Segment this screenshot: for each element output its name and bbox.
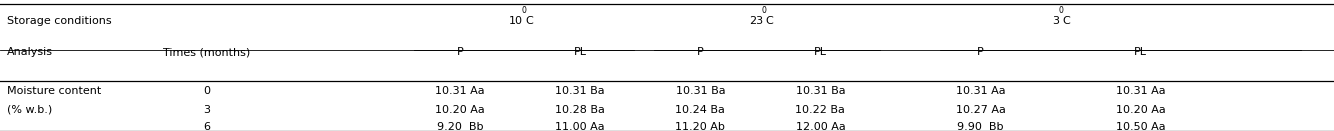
Text: Moisture content: Moisture content (7, 86, 101, 96)
Text: 3: 3 (1053, 16, 1059, 26)
Text: Times (months): Times (months) (163, 47, 251, 57)
Text: 10.27 Aa: 10.27 Aa (955, 105, 1006, 115)
Text: 10.50 Aa: 10.50 Aa (1115, 122, 1166, 131)
Text: 10.31 Aa: 10.31 Aa (1115, 86, 1166, 96)
Text: 10.31 Aa: 10.31 Aa (435, 86, 486, 96)
Text: 10: 10 (510, 16, 523, 26)
Text: 10.31 Aa: 10.31 Aa (955, 86, 1006, 96)
Text: PL: PL (1134, 47, 1147, 57)
Text: C: C (766, 16, 774, 26)
Text: C: C (1063, 16, 1070, 26)
Text: 0: 0 (203, 86, 211, 96)
Text: 10.20 Aa: 10.20 Aa (435, 105, 486, 115)
Text: P: P (696, 47, 704, 57)
Text: 0: 0 (1058, 6, 1063, 15)
Text: 9.20  Bb: 9.20 Bb (438, 122, 483, 131)
Text: (% w.b.): (% w.b.) (7, 105, 52, 115)
Text: P: P (456, 47, 464, 57)
Text: Storage conditions: Storage conditions (7, 16, 111, 26)
Text: 12.00 Aa: 12.00 Aa (795, 122, 846, 131)
Text: 10.28 Ba: 10.28 Ba (555, 105, 606, 115)
Text: PL: PL (814, 47, 827, 57)
Text: 0: 0 (762, 6, 766, 15)
Text: 23: 23 (750, 16, 763, 26)
Text: 0: 0 (522, 6, 526, 15)
Text: 10.31 Ba: 10.31 Ba (795, 86, 846, 96)
Text: C: C (526, 16, 534, 26)
Text: 11.00 Aa: 11.00 Aa (555, 122, 606, 131)
Text: 11.20 Ab: 11.20 Ab (675, 122, 726, 131)
Text: 10.22 Ba: 10.22 Ba (795, 105, 846, 115)
Text: 10.24 Ba: 10.24 Ba (675, 105, 726, 115)
Text: Analysis: Analysis (7, 47, 52, 57)
Text: P: P (976, 47, 984, 57)
Text: 3: 3 (203, 105, 211, 115)
Text: 6: 6 (203, 122, 211, 131)
Text: 10.31 Ba: 10.31 Ba (675, 86, 726, 96)
Text: PL: PL (574, 47, 587, 57)
Text: 9.90  Bb: 9.90 Bb (958, 122, 1003, 131)
Text: 10.20 Aa: 10.20 Aa (1115, 105, 1166, 115)
Text: 10.31 Ba: 10.31 Ba (555, 86, 606, 96)
